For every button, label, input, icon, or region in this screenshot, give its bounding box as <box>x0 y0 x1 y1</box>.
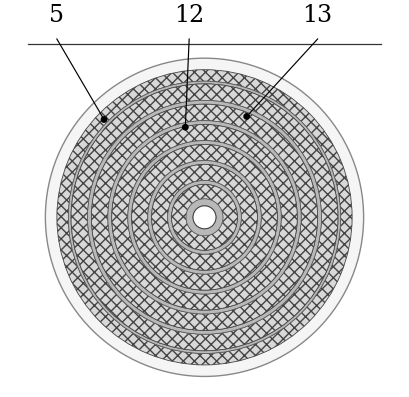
Circle shape <box>193 206 216 229</box>
Text: 13: 13 <box>303 4 333 27</box>
Text: 12: 12 <box>174 4 204 27</box>
Text: 5: 5 <box>49 4 64 27</box>
Circle shape <box>101 117 107 122</box>
Circle shape <box>244 114 249 119</box>
Circle shape <box>183 125 188 130</box>
Circle shape <box>45 58 364 376</box>
